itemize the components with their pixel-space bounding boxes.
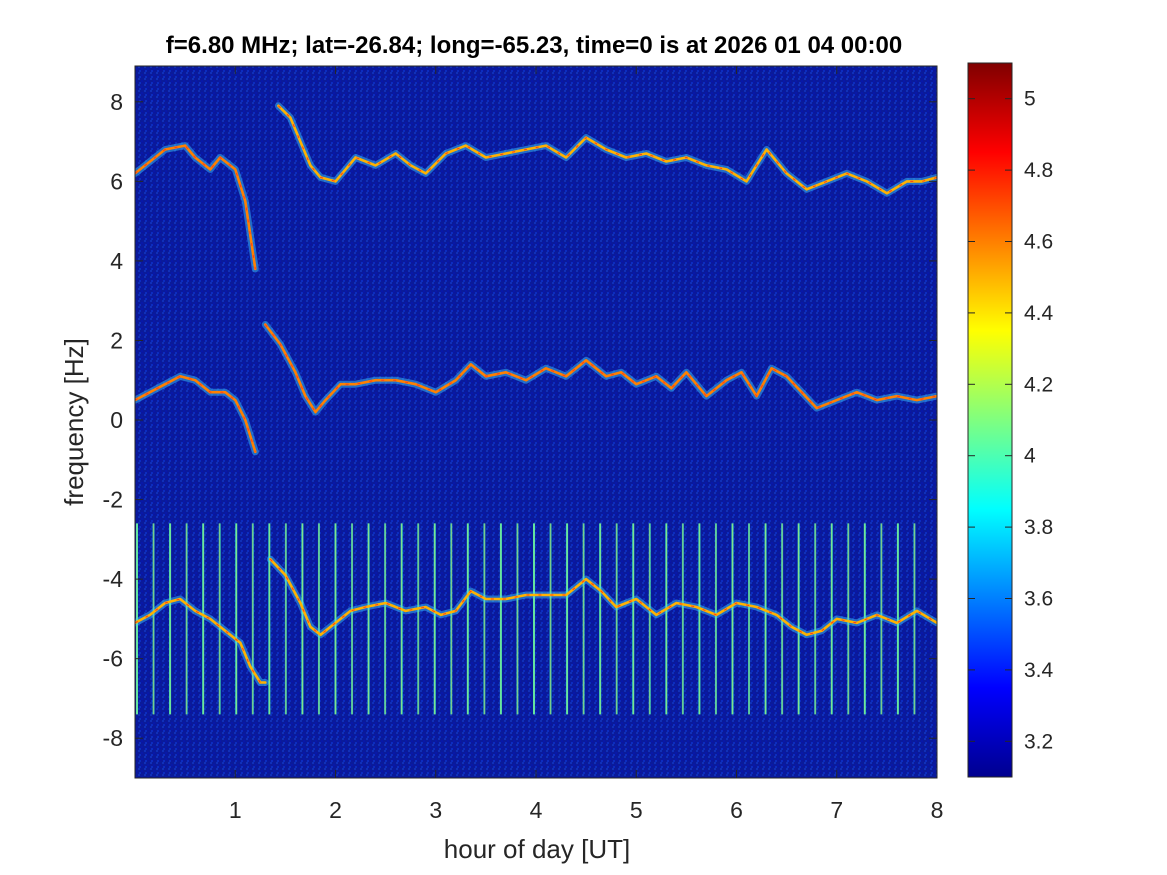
trace-peaks xyxy=(135,375,256,452)
plot-area xyxy=(134,65,938,779)
trace-peaks xyxy=(278,105,937,194)
chart-title: f=6.80 MHz; lat=-26.84; long=-65.23, tim… xyxy=(166,32,902,59)
colorbar: 5 4.8 4.6 4.4 4.2 4 3.8 3.6 3.4 3.2 xyxy=(967,62,1054,778)
x-tick-label: 4 xyxy=(530,797,543,823)
colorbar-ticks: 5 4.8 4.6 4.4 4.2 4 3.8 3.6 3.4 3.2 xyxy=(968,88,1054,753)
y-tick-label: 2 xyxy=(110,327,123,353)
y-tick-label: -6 xyxy=(103,646,123,672)
colorbar-tick-label: 3.8 xyxy=(1024,516,1053,539)
colorbar-tick-label: 3.2 xyxy=(1024,730,1053,753)
colorbar-tick-label: 4.6 xyxy=(1024,231,1053,254)
y-tick-label: 8 xyxy=(110,89,123,115)
x-axis: 1 2 3 4 5 6 7 8 xyxy=(229,66,944,823)
colorbar-tick-label: 4.4 xyxy=(1024,302,1054,325)
colorbar-tick-label: 3.6 xyxy=(1024,588,1053,611)
colorbar-tick-label: 5 xyxy=(1024,88,1036,111)
colorbar-frame xyxy=(967,62,1013,778)
colorbar-gradient xyxy=(968,63,1012,777)
trace-peaks xyxy=(135,598,266,683)
colorbar-tick-label: 4 xyxy=(1024,445,1036,468)
colorbar-tick-label: 4.2 xyxy=(1024,373,1053,396)
y-tick-label: 4 xyxy=(110,248,123,274)
trace-peaks xyxy=(264,324,937,413)
y-axis-label: frequency [Hz] xyxy=(59,338,89,506)
x-tick-label: 7 xyxy=(830,797,843,823)
y-axis: 8 6 4 2 0 -2 -4 -6 -8 xyxy=(103,89,937,751)
x-axis-label: hour of day [UT] xyxy=(444,834,630,864)
x-tick-label: 8 xyxy=(931,797,944,823)
x-tick-label: 3 xyxy=(429,797,442,823)
trace-peaks xyxy=(135,145,256,269)
x-tick-label: 2 xyxy=(329,797,342,823)
trace-line xyxy=(268,557,937,637)
heatmap-traces xyxy=(135,102,937,686)
vertical-streaks xyxy=(136,523,916,715)
y-tick-label: -4 xyxy=(103,566,124,592)
y-tick-label: -8 xyxy=(103,725,123,751)
colorbar-tick-label: 4.8 xyxy=(1024,159,1053,182)
x-tick-label: 5 xyxy=(630,797,643,823)
y-tick-label: 6 xyxy=(110,168,123,194)
x-tick-label: 1 xyxy=(229,797,242,823)
colorbar-tick-label: 3.4 xyxy=(1024,659,1054,682)
x-tick-label: 6 xyxy=(730,797,743,823)
y-tick-label: -2 xyxy=(103,487,123,513)
y-tick-label: 0 xyxy=(110,407,123,433)
